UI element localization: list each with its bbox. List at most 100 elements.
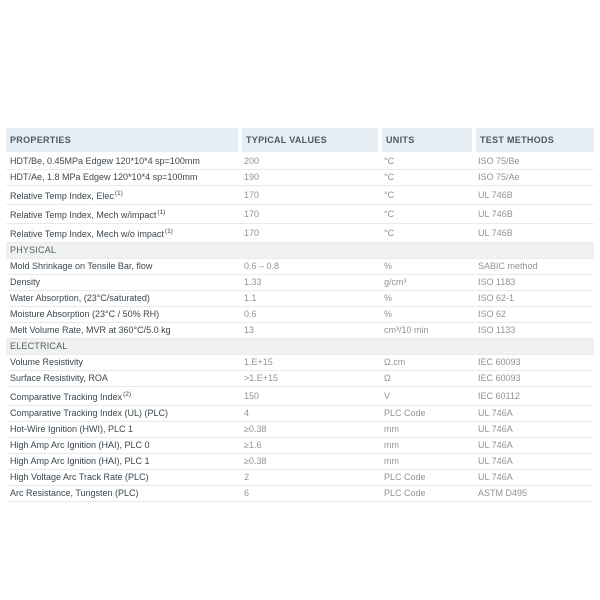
test-method-cell: ISO 75/Ae [474, 169, 594, 186]
property-cell: Volume Resistivity [6, 354, 240, 371]
typical-value-cell: 1.1 [240, 290, 380, 307]
column-header-test-methods: TEST METHODS [472, 128, 594, 154]
table-row: Water Absorption, (23°C/saturated) 1.1% IS… [6, 290, 594, 307]
unit-cell: PLC Code [380, 485, 474, 502]
unit-cell: g/cm³ [380, 274, 474, 291]
test-method-cell: UL 746A [474, 469, 594, 486]
typical-value-cell: 0.6 – 0.8 [240, 258, 380, 275]
table-row: Comparative Tracking Index(2) 150 V IEC 601… [6, 386, 594, 406]
test-method-cell: ISO 62 [474, 306, 594, 323]
typical-value-cell: 170 [240, 223, 380, 243]
column-header-typical-values: TYPICAL VALUES [238, 128, 380, 154]
property-cell: HDT/Ae, 1.8 MPa Edgew 120*10*4 sp=100mm [6, 169, 240, 186]
section-label: PHYSICAL [6, 242, 594, 259]
unit-cell: % [380, 290, 474, 307]
test-method-cell: UL 746B [474, 185, 594, 205]
unit-cell: V [380, 386, 474, 406]
test-method-cell: IEC 60093 [474, 370, 594, 387]
test-method-cell: ISO 75/Be [474, 153, 594, 170]
test-method-cell: ISO 1133 [474, 322, 594, 339]
typical-value-cell: ≥1.6 [240, 437, 380, 454]
test-method-cell: ISO 62-1 [474, 290, 594, 307]
property-cell: High Amp Arc Ignition (HAI), PLC 0 [6, 437, 240, 454]
test-method-cell: ISO 1183 [474, 274, 594, 291]
footnote-marker: (1) [157, 209, 166, 216]
table-row: Comparative Tracking Index (UL) (PLC) 4 PL… [6, 405, 594, 422]
unit-cell: °C [380, 223, 474, 243]
test-method-cell: UL 746B [474, 204, 594, 224]
unit-cell: mm [380, 437, 474, 454]
test-method-cell: IEC 60112 [474, 386, 594, 406]
unit-cell: % [380, 306, 474, 323]
property-cell: HDT/Be, 0.45MPa Edgew 120*10*4 sp=100mm [6, 153, 240, 170]
typical-value-cell: 190 [240, 169, 380, 186]
unit-cell: °C [380, 153, 474, 170]
typical-value-cell: 1.33 [240, 274, 380, 291]
table-header-row: PROPERTIES TYPICAL VALUES UNITS TEST MET… [6, 128, 594, 154]
table-row: Relative Temp Index, Mech w/impact(1) 170… [6, 204, 594, 224]
footnote-marker: (1) [114, 190, 123, 197]
table-row: High Voltage Arc Track Rate (PLC) 2 PLC Co… [6, 469, 594, 486]
typical-value-cell: 170 [240, 204, 380, 224]
property-cell: Relative Temp Index, Elec(1) [6, 185, 240, 205]
property-cell: Melt Volume Rate, MVR at 360°C/5.0 kg [6, 322, 240, 339]
column-header-properties: PROPERTIES [6, 128, 240, 154]
typical-value-cell: ≥0.38 [240, 453, 380, 470]
unit-cell: Ω [380, 370, 474, 387]
test-method-cell: UL 746A [474, 453, 594, 470]
table-row: Melt Volume Rate, MVR at 360°C/5.0 kg 13 c… [6, 322, 594, 339]
material-properties-table: PROPERTIES TYPICAL VALUES UNITS TEST MET… [6, 128, 594, 502]
section-header-row: ELECTRICAL [6, 338, 594, 355]
table-body: HDT/Be, 0.45MPa Edgew 120*10*4 sp=100mm 2… [6, 153, 594, 502]
unit-cell: °C [380, 204, 474, 224]
property-cell: Surface Resistivity, ROA [6, 370, 240, 387]
footnote-marker: (1) [164, 228, 173, 235]
table-row: HDT/Be, 0.45MPa Edgew 120*10*4 sp=100mm 2… [6, 153, 594, 170]
unit-cell: mm [380, 421, 474, 438]
typical-value-cell: 13 [240, 322, 380, 339]
property-cell: Hot-Wire Ignition (HWI), PLC 1 [6, 421, 240, 438]
table-row: Relative Temp Index, Elec(1) 170 °C UL 746B [6, 185, 594, 205]
typical-value-cell: 2 [240, 469, 380, 486]
property-cell: Comparative Tracking Index(2) [6, 386, 240, 406]
section-header-row: PHYSICAL [6, 242, 594, 259]
column-header-units: UNITS [378, 128, 474, 154]
test-method-cell: UL 746A [474, 421, 594, 438]
unit-cell: % [380, 258, 474, 275]
property-cell: Density [6, 274, 240, 291]
typical-value-cell: 0.6 [240, 306, 380, 323]
typical-value-cell: 200 [240, 153, 380, 170]
unit-cell: °C [380, 185, 474, 205]
unit-cell: PLC Code [380, 405, 474, 422]
unit-cell: mm [380, 453, 474, 470]
table-row: Moisture Absorption (23°C / 50% RH) 0.6% I… [6, 306, 594, 323]
unit-cell: °C [380, 169, 474, 186]
typical-value-cell: 4 [240, 405, 380, 422]
typical-value-cell: 1.E+15 [240, 354, 380, 371]
property-cell: Arc Resistance, Tungsten (PLC) [6, 485, 240, 502]
table-row: Density 1.33 g/cm³ ISO 1183 [6, 274, 594, 291]
test-method-cell: UL 746A [474, 437, 594, 454]
property-cell: Mold Shrinkage on Tensile Bar, flow [6, 258, 240, 275]
unit-cell: Ω.cm [380, 354, 474, 371]
test-method-cell: SABIC method [474, 258, 594, 275]
property-cell: Moisture Absorption (23°C / 50% RH) [6, 306, 240, 323]
test-method-cell: IEC 60093 [474, 354, 594, 371]
typical-value-cell: 150 [240, 386, 380, 406]
property-cell: High Voltage Arc Track Rate (PLC) [6, 469, 240, 486]
unit-cell: cm³/10 min [380, 322, 474, 339]
table-row: Mold Shrinkage on Tensile Bar, flow 0.6 –… [6, 258, 594, 275]
property-cell: Water Absorption, (23°C/saturated) [6, 290, 240, 307]
test-method-cell: UL 746A [474, 405, 594, 422]
typical-value-cell: ≥0.38 [240, 421, 380, 438]
table-row: Volume Resistivity 1.E+15 Ω.cm IEC 60093 [6, 354, 594, 371]
unit-cell: PLC Code [380, 469, 474, 486]
test-method-cell: ASTM D495 [474, 485, 594, 502]
table-row: HDT/Ae, 1.8 MPa Edgew 120*10*4 sp=100mm 1… [6, 169, 594, 186]
table-row: Arc Resistance, Tungsten (PLC) 6 PLC Code A… [6, 485, 594, 502]
typical-value-cell: 6 [240, 485, 380, 502]
footnote-marker: (2) [123, 391, 132, 398]
typical-value-cell: >1.E+15 [240, 370, 380, 387]
property-cell: Relative Temp Index, Mech w/impact(1) [6, 204, 240, 224]
